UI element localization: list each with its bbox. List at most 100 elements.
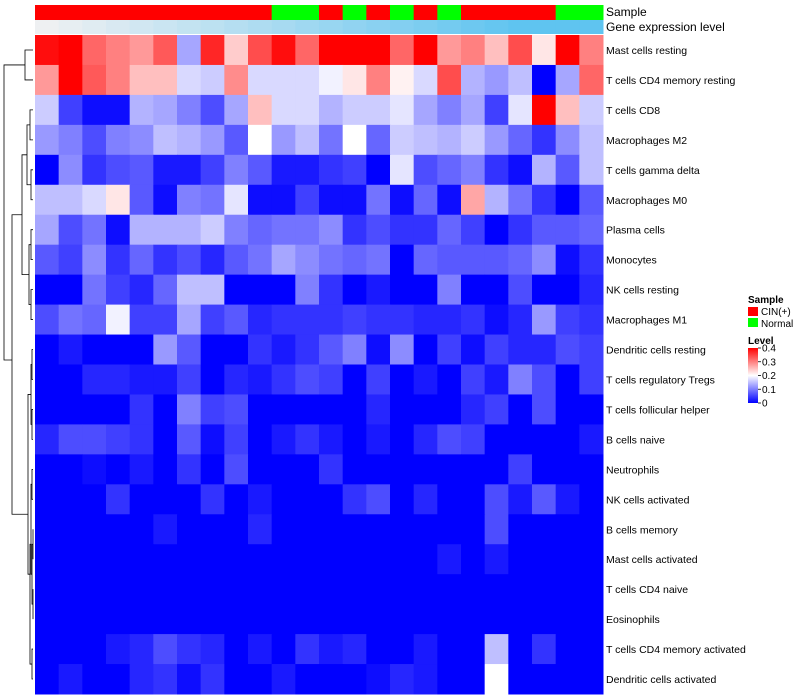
heatmap-cell [342,274,367,306]
heatmap-cell [58,574,83,605]
heatmap-cell [508,274,533,306]
heatmap-cell [271,244,296,276]
heatmap-cell [271,184,296,216]
heatmap-cell [177,514,202,545]
heatmap-cell [366,154,391,186]
heatmap-cell [508,454,533,485]
heatmap-cell [484,334,509,365]
heatmap-cell [177,574,202,605]
sample-annotation-cell [532,5,557,20]
heatmap-cell [437,394,462,425]
heatmap-cell [366,484,391,515]
heatmap-cell [295,664,320,695]
row-label: T cells follicular helper [606,404,710,416]
heatmap-cell [366,94,391,126]
heatmap-cell [319,154,344,186]
heatmap-cell [224,364,249,395]
heatmap-cell [555,454,580,485]
heatmap-cell [508,64,533,96]
heatmap-cell [461,634,486,665]
heatmap-cell [35,394,60,425]
heatmap-cell [413,604,438,635]
heatmap-cell [82,244,107,276]
heatmap-cell [153,514,178,545]
heatmap-cell [390,304,415,336]
heatmap-cell [248,35,273,66]
heatmap-cell [129,274,154,306]
heatmap-cell [82,274,107,306]
heatmap-cell [461,244,486,276]
heatmap-cell [579,364,604,395]
heatmap-cell [390,244,415,276]
heatmap-cell [224,424,249,455]
heatmap-cell [224,244,249,276]
heatmap-cell [200,274,225,306]
heatmap-cell [129,124,154,156]
heatmap-cell [437,544,462,575]
heatmap-cell [366,35,391,66]
heatmap-cell [295,184,320,216]
level-colorbar [748,348,758,403]
heatmap-cell [342,454,367,485]
heatmap-cell [106,244,131,276]
expression-annotation-cell [153,20,178,34]
heatmap-cell [58,454,83,485]
heatmap-cell [200,574,225,605]
heatmap-cell [532,574,557,605]
heatmap-cell [579,514,604,545]
dendrogram-branch [29,109,33,141]
heatmap-cell [579,35,604,66]
heatmap-cell [35,634,60,665]
heatmap-cell [366,274,391,306]
heatmap-cell [437,304,462,336]
heatmap-cell [484,604,509,635]
heatmap-cell [271,274,296,306]
heatmap-cell [177,424,202,455]
heatmap-cell [437,244,462,276]
heatmap-cell [390,184,415,216]
heatmap-cell [413,304,438,336]
heatmap-cell [129,35,154,66]
sample-annotation-cell [35,5,60,20]
heatmap-cell [555,94,580,126]
heatmap-cell [413,124,438,156]
expression-annotation-cell [295,20,320,34]
heatmap-cell [508,184,533,216]
heatmap-cell [532,244,557,276]
heatmap-cell [35,574,60,605]
heatmap-cell [153,394,178,425]
heatmap-cell [82,664,107,695]
heatmap-cell [461,454,486,485]
heatmap-cell [579,304,604,336]
heatmap-cell [153,424,178,455]
row-label: T cells CD4 memory resting [606,75,735,87]
heatmap-cell [177,604,202,635]
heatmap-cell [224,274,249,306]
heatmap-cell [342,664,367,695]
heatmap-cell [271,214,296,246]
heatmap-cell [413,154,438,186]
heatmap-cell [153,214,178,246]
heatmap-cell [295,154,320,186]
heatmap-cell [342,64,367,96]
heatmap-cell [508,544,533,575]
heatmap-cell [413,334,438,365]
row-label: Macrophages M1 [606,315,687,327]
heatmap-cell [271,514,296,545]
heatmap-cell [106,634,131,665]
heatmap-cell [271,484,296,515]
heatmap-cell [248,364,273,395]
heatmap-cell [177,184,202,216]
heatmap-cell [295,484,320,515]
row-labels: Mast cells resting T cells CD4 memory res… [606,45,746,686]
heatmap-cell [58,64,83,96]
heatmap-cell [366,394,391,425]
heatmap-cell [295,334,320,365]
heatmap-cell [295,244,320,276]
heatmap-cell [319,544,344,575]
heatmap-cell [366,124,391,156]
sample-annotation-cell [461,5,486,20]
heatmap-cell [508,214,533,246]
heatmap-cell [177,124,202,156]
